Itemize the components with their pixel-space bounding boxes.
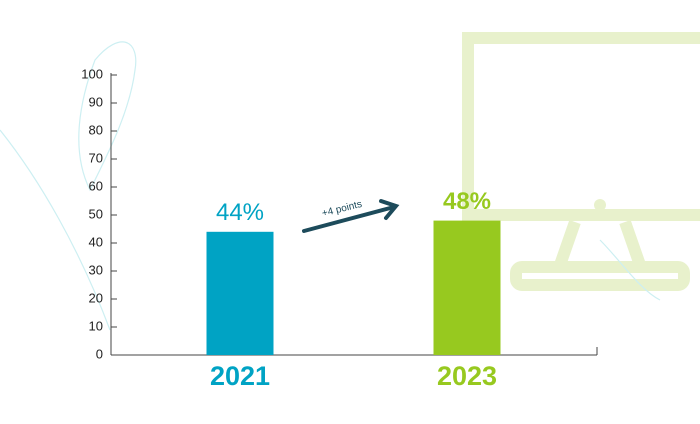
y-tick-label: 10	[89, 318, 103, 333]
x-tick-label: 2021	[210, 361, 270, 391]
y-tick-label: 90	[89, 94, 103, 109]
y-tick-label: 100	[81, 66, 103, 81]
x-tick-label: 2023	[437, 361, 497, 391]
value-label: 48%	[443, 188, 491, 215]
value-label: 44%	[216, 199, 264, 226]
bar	[206, 231, 274, 355]
y-tick-label: 30	[89, 262, 103, 277]
bar	[433, 220, 501, 355]
background-monitor	[462, 32, 700, 291]
y-tick-label: 50	[89, 206, 103, 221]
background-leaf	[0, 41, 661, 331]
y-tick-label: 40	[89, 234, 103, 249]
y-tick-label: 20	[89, 290, 103, 305]
y-tick-label: 0	[96, 346, 103, 361]
y-tick-label: 70	[89, 150, 103, 165]
annotation-arrow	[302, 199, 400, 233]
y-tick-label: 60	[89, 178, 103, 193]
y-tick-label: 80	[89, 122, 103, 137]
